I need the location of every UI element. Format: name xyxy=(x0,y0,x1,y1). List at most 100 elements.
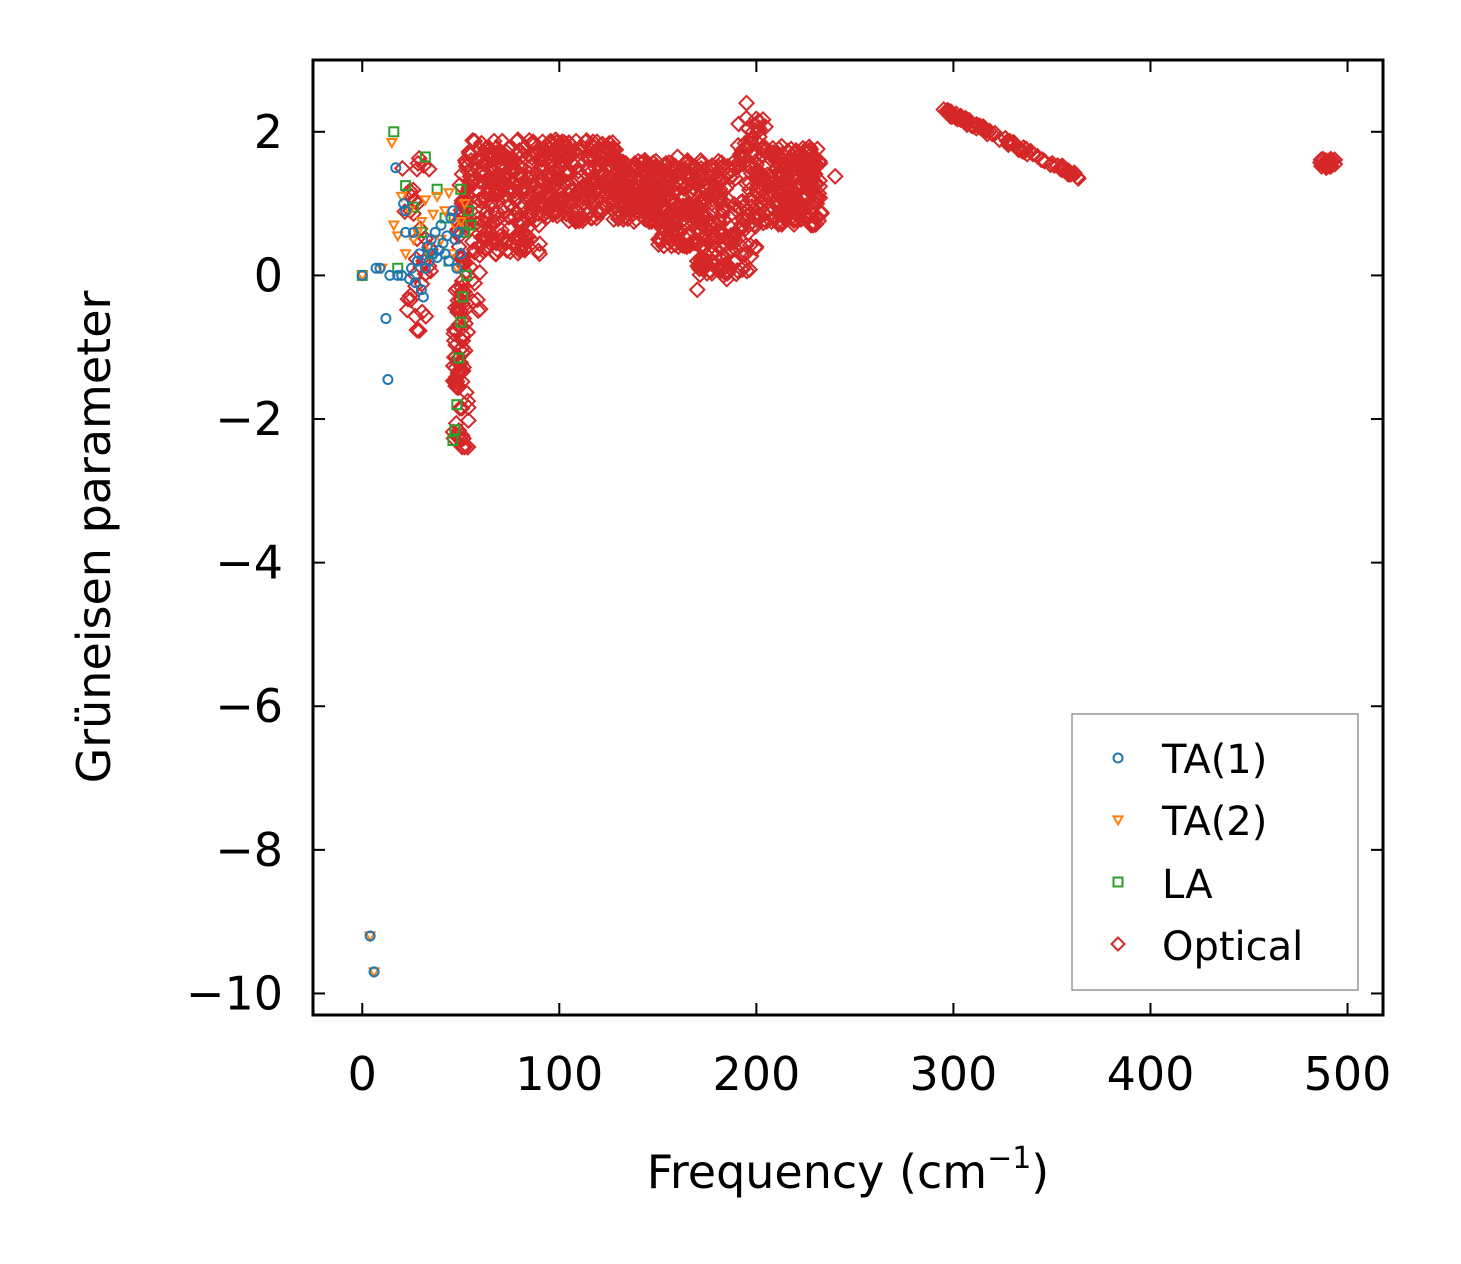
x-axis-title: Frequency (cm−1) xyxy=(647,1141,1050,1199)
point-optical-1286 xyxy=(761,143,779,161)
point-la-19 xyxy=(461,269,473,281)
point-optical-1069 xyxy=(655,237,673,255)
point-optical-1443 xyxy=(445,348,463,366)
point-optical-1597 xyxy=(955,112,973,130)
y-tick-label--4: −4 xyxy=(215,536,283,590)
point-ta1-17 xyxy=(413,248,425,260)
point-optical-1450 xyxy=(450,378,468,396)
x-tick-label-200: 200 xyxy=(712,1047,800,1101)
point-optical-1224 xyxy=(733,217,751,235)
point-optical-1245 xyxy=(567,187,585,205)
point-optical-1331 xyxy=(581,151,599,169)
point-optical-1304 xyxy=(770,140,788,158)
point-optical-1168 xyxy=(479,229,497,247)
point-optical-1512 xyxy=(718,270,736,288)
point-optical-1246 xyxy=(496,235,514,253)
point-optical-1334 xyxy=(594,164,612,182)
point-optical-1338 xyxy=(622,183,641,201)
point-ta1-37 xyxy=(453,226,465,238)
point-optical-1380 xyxy=(541,133,560,151)
point-optical-1007 xyxy=(488,230,506,249)
point-optical-1233 xyxy=(742,247,760,265)
point-optical-1352 xyxy=(532,158,550,176)
point-optical-1487 xyxy=(410,149,428,167)
point-optical-1344 xyxy=(783,188,801,206)
point-optical-1368 xyxy=(491,146,509,164)
point-optical-1220 xyxy=(736,134,754,152)
point-optical-1515 xyxy=(826,167,844,185)
point-optical-1320 xyxy=(782,209,800,227)
point-optical-134 xyxy=(471,246,489,264)
point-optical-1356 xyxy=(793,148,811,166)
point-optical-1438 xyxy=(459,398,477,417)
point-la-21 xyxy=(465,219,477,231)
point-la-20 xyxy=(463,205,475,217)
legend-markers xyxy=(1110,752,1126,952)
point-optical-1628 xyxy=(1326,151,1344,169)
point-optical-1118 xyxy=(550,170,568,188)
point-ta1-32 xyxy=(443,255,455,267)
point-ta1-34 xyxy=(447,205,459,217)
point-optical-1174 xyxy=(705,229,723,247)
point-optical-1604 xyxy=(999,136,1017,154)
point-optical-1296 xyxy=(494,173,512,191)
point-optical-1502 xyxy=(420,160,438,178)
point-optical-1175 xyxy=(498,232,516,250)
point-optical-1301 xyxy=(607,171,625,189)
y-tick-label--8: −8 xyxy=(215,823,283,877)
point-optical-887 xyxy=(530,205,548,223)
point-optical-1383 xyxy=(697,207,715,225)
point-optical-575 xyxy=(468,291,487,309)
point-optical-971 xyxy=(477,146,495,164)
point-la-18 xyxy=(459,226,471,238)
point-optical-1349 xyxy=(488,139,506,157)
point-la-3 xyxy=(400,180,412,192)
point-ta1-10 xyxy=(400,226,412,238)
point-optical-1392 xyxy=(682,233,700,251)
point-optical-1077 xyxy=(713,154,731,172)
point-ta1-36 xyxy=(451,262,463,274)
x-tick-label-400: 400 xyxy=(1107,1047,1195,1101)
point-optical-1511 xyxy=(688,281,706,299)
point-optical-382 xyxy=(466,243,484,262)
legend-label-ta2: TA(2) xyxy=(1161,799,1267,845)
point-optical-1386 xyxy=(540,140,558,158)
point-optical-1332 xyxy=(657,222,675,240)
point-optical-823 xyxy=(737,244,755,262)
point-ta2-16 xyxy=(438,206,452,218)
point-optical-1186 xyxy=(722,226,740,244)
point-optical-1261 xyxy=(459,162,477,180)
point-ta2-14 xyxy=(430,191,444,203)
point-optical-908 xyxy=(522,168,540,186)
point-optical-1274 xyxy=(742,164,760,183)
point-ta2-6 xyxy=(399,249,412,261)
point-ta1-2 xyxy=(374,262,386,274)
point-optical-1399 xyxy=(697,159,715,177)
point-optical-1196 xyxy=(489,187,507,205)
point-optical-1189 xyxy=(588,133,606,151)
point-ta1-40 xyxy=(368,966,380,978)
legend-marker-la xyxy=(1112,876,1124,888)
point-optical-1605 xyxy=(981,122,999,140)
point-optical-1193 xyxy=(628,189,646,207)
point-ta1-6 xyxy=(390,162,402,174)
point-ta1-19 xyxy=(417,291,429,303)
point-optical-1504 xyxy=(406,307,425,325)
point-optical-1130 xyxy=(471,300,489,318)
point-optical-1361 xyxy=(732,148,750,166)
point-optical-1576 xyxy=(1057,162,1076,180)
point-optical-1290 xyxy=(761,205,779,223)
point-ta1-5 xyxy=(384,269,396,281)
point-la-12 xyxy=(449,424,461,436)
point-optical-1127 xyxy=(740,261,759,279)
point-optical-1265 xyxy=(691,256,709,274)
point-optical-509 xyxy=(531,245,549,263)
point-optical-1141 xyxy=(508,204,526,222)
point-optical-915 xyxy=(740,181,758,199)
point-optical-1453 xyxy=(450,363,468,381)
point-optical-993 xyxy=(582,162,601,180)
y-tick-label--2: −2 xyxy=(215,392,283,446)
point-optical-1305 xyxy=(692,222,711,240)
point-la-15 xyxy=(455,316,467,328)
y-axis-title: Grüneisen parameter xyxy=(67,290,121,783)
